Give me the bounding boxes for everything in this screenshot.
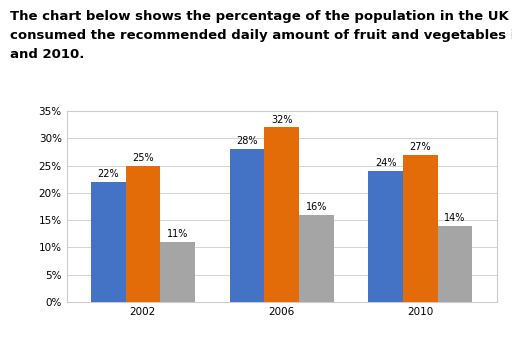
Text: 24%: 24%: [375, 158, 396, 168]
Text: 27%: 27%: [410, 142, 431, 152]
Bar: [438, 226, 473, 302]
Text: 11%: 11%: [167, 229, 188, 239]
Bar: [264, 127, 299, 302]
Text: The chart below shows the percentage of the population in the UK who
consumed th: The chart below shows the percentage of …: [10, 10, 512, 61]
Bar: [125, 166, 160, 302]
Bar: [160, 242, 195, 302]
Text: 22%: 22%: [97, 169, 119, 179]
Bar: [299, 215, 334, 302]
Bar: [229, 149, 264, 302]
Legend: Men, Women, Children: Men, Women, Children: [195, 345, 368, 347]
Text: 14%: 14%: [444, 213, 466, 223]
Text: 16%: 16%: [306, 202, 327, 212]
Text: 32%: 32%: [271, 115, 292, 125]
Bar: [368, 171, 403, 302]
Text: 25%: 25%: [132, 153, 154, 163]
Bar: [91, 182, 125, 302]
Bar: [403, 155, 438, 302]
Text: 28%: 28%: [236, 136, 258, 146]
